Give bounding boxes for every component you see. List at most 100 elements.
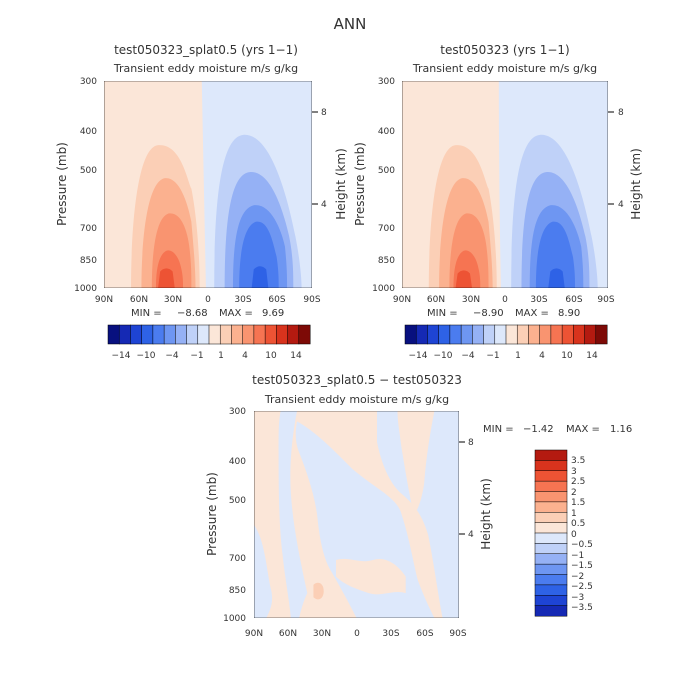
stat-min-value: −8.68 [177, 308, 208, 319]
xtick-label: 60S [565, 295, 582, 305]
cbar-label: −1 [571, 551, 584, 561]
colorbar-cell [534, 480, 568, 492]
field-pos-c5 [455, 270, 473, 288]
colorbar-cell [534, 553, 568, 565]
ytick-label: 500 [378, 166, 395, 176]
colorbar-cell [534, 563, 568, 575]
cbar-label: 3 [571, 467, 577, 477]
xtick-label: 0 [502, 295, 508, 305]
colorbar-cell [534, 470, 568, 482]
colorbar-cell [534, 522, 568, 534]
y2tick-label: 4 [468, 530, 474, 540]
cbar-label: 4 [242, 351, 248, 361]
cbar-label: −14 [409, 351, 428, 361]
colorbar-cell [231, 324, 244, 345]
cbar-label: 0.5 [571, 519, 585, 529]
cbar-label: 1.5 [571, 498, 585, 508]
colorbar-cell [584, 324, 597, 345]
ytick-label: 400 [80, 127, 97, 137]
cbar-label: 1 [515, 351, 521, 361]
cbar-label: −1.5 [571, 561, 593, 571]
panel-left-title: test050323_splat0.5 (yrs 1−1) [114, 43, 298, 57]
colorbar-cell [219, 324, 232, 345]
stat-max-value: 1.16 [610, 424, 632, 435]
panel-right-subtitle: Transient eddy moisture m/s g/kg [412, 62, 597, 75]
panel-left-yaxis: 300 400 500 700 850 1000 Pressure (mb) [55, 77, 97, 294]
colorbar-cell [534, 491, 568, 503]
cbar-label: 4 [539, 351, 545, 361]
y2label: Height (km) [629, 148, 643, 219]
colorbar-cell [516, 324, 529, 345]
stat-max-label: MAX = [219, 308, 253, 319]
stat-min-label: MIN = [131, 308, 162, 319]
stat-max-value: 9.69 [262, 308, 284, 319]
colorbar-cell [505, 324, 518, 345]
stat-min-label: MIN = [427, 308, 458, 319]
xtick-label: 30S [234, 295, 251, 305]
cbar-label: −3 [571, 593, 584, 603]
panel-diff-xaxis: 90N 60N 30N 0 30S 60S 90S [245, 629, 467, 639]
ytick-label: 300 [229, 407, 246, 417]
y2label: Height (km) [479, 478, 493, 549]
field-pos-c0 [336, 558, 406, 595]
panel-right-colorbar: −14 −10 −4 −1 1 4 10 14 [404, 324, 608, 361]
colorbar-cell [107, 324, 120, 345]
xtick-label: 90S [303, 295, 320, 305]
ytick-label: 300 [80, 77, 97, 87]
colorbar-cell [460, 324, 473, 345]
field-neg-c5 [239, 221, 279, 288]
colorbar-cell [197, 324, 210, 345]
colorbar-cell [253, 324, 266, 345]
colorbar-cell [427, 324, 440, 345]
ytick-label: 400 [229, 457, 246, 467]
panel-diff-colorbar: 3.5 3 2.5 2 1.5 1 0.5 0 −0.5 −1 −1.5 −2 … [534, 449, 593, 617]
colorbar-cell [242, 324, 255, 345]
xtick-label: 30N [313, 629, 331, 639]
colorbar-cell [534, 532, 568, 544]
colorbar-cell [298, 324, 311, 345]
xtick-label: 60S [416, 629, 433, 639]
colorbar-cell [472, 324, 484, 345]
ytick-label: 850 [378, 256, 395, 266]
y2label: Height (km) [334, 148, 348, 219]
ylabel: Pressure (mb) [353, 142, 367, 226]
panel-diff-subtitle: Transient eddy moisture m/s g/kg [264, 393, 449, 406]
colorbar-cell [118, 324, 131, 345]
y2tick-label: 8 [618, 108, 624, 118]
colorbar-cell [415, 324, 428, 345]
xtick-label: 30S [382, 629, 399, 639]
cbar-label: −4 [165, 351, 179, 361]
field-pos-c1 [313, 582, 324, 600]
cbar-label: −0.5 [571, 540, 593, 550]
colorbar-cell [534, 595, 568, 607]
panel-diff-stats: MIN = −1.42 MAX = 1.16 [483, 424, 632, 435]
cbar-label: 2.5 [571, 477, 585, 487]
ytick-label: 400 [378, 127, 395, 137]
xtick-label: 0 [205, 295, 211, 305]
ytick-label: 700 [378, 224, 395, 234]
ytick-label: 1000 [372, 284, 395, 294]
colorbar-cell [534, 584, 568, 596]
panel-left: test050323_splat0.5 (yrs 1−1) Transient … [55, 43, 348, 361]
panel-right: test050323 (yrs 1−1) Transient eddy mois… [353, 43, 643, 361]
cbar-label: −3.5 [571, 603, 593, 613]
colorbar-cell [528, 324, 541, 345]
stat-max-value: 8.90 [558, 308, 580, 319]
field-neg-c5 [535, 221, 576, 288]
colorbar-cell [163, 324, 176, 345]
xtick-label: 90N [393, 295, 411, 305]
panel-right-title: test050323 (yrs 1−1) [440, 43, 569, 57]
panel-diff-yaxis: 300 400 500 700 850 1000 Pressure (mb) [205, 407, 246, 624]
field-neg-c8 [278, 411, 308, 618]
colorbar-cell [534, 501, 568, 513]
cbar-label: −2.5 [571, 582, 593, 592]
panel-diff-plot [254, 411, 459, 618]
colorbar-cell [561, 324, 574, 345]
cbar-label: −14 [112, 351, 131, 361]
panel-diff: test050323_splat0.5 − test050323 Transie… [205, 373, 632, 639]
cbar-label: −1 [190, 351, 203, 361]
colorbar-cell [550, 324, 563, 345]
xtick-label: 30S [530, 295, 547, 305]
xtick-label: 90S [449, 629, 466, 639]
ytick-label: 1000 [74, 284, 97, 294]
